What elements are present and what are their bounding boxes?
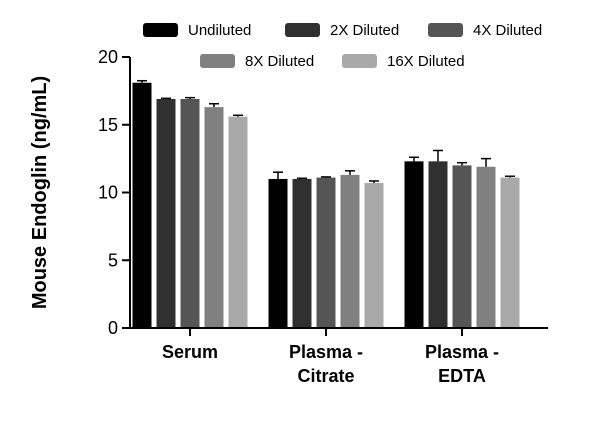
legend-label-1: 2X Diluted	[330, 22, 399, 39]
bar-2-1	[316, 177, 336, 328]
legend-label-0: Undiluted	[188, 22, 251, 39]
bar-0-0	[132, 82, 152, 329]
y-tick-label-0: 0	[108, 318, 118, 338]
y-axis-label: Mouse Endoglin (ng/mL)	[29, 76, 51, 309]
bar-1-2	[428, 161, 448, 328]
bar-1-0	[156, 99, 176, 328]
category-label-1-1: Citrate	[297, 366, 354, 386]
legend-label-4: 16X Diluted	[387, 53, 465, 70]
bar-2-2	[452, 165, 472, 328]
bar-3-2	[476, 166, 496, 328]
y-tick-label-3: 15	[98, 115, 118, 135]
y-tick-label-2: 10	[98, 183, 118, 203]
bar-3-1	[340, 174, 360, 328]
category-label-1-0: Plasma -	[289, 342, 363, 362]
legend-label-2: 4X Diluted	[473, 22, 542, 39]
bar-3-0	[204, 107, 224, 328]
bar-0-2	[404, 161, 424, 328]
bar-4-2	[500, 177, 520, 328]
bar-0-1	[268, 178, 288, 328]
legend-swatch-0	[143, 23, 178, 37]
legend-swatch-3	[200, 54, 235, 68]
bar-4-1	[364, 183, 384, 328]
bar-4-0	[228, 116, 248, 329]
legend-label-3: 8X Diluted	[245, 53, 314, 70]
category-label-2-1: EDTA	[438, 366, 486, 386]
y-tick-label-1: 5	[108, 250, 118, 270]
bar-2-0	[180, 99, 200, 328]
legend-swatch-2	[428, 23, 463, 37]
category-label-0-0: Serum	[162, 342, 218, 362]
legend-swatch-1	[285, 23, 320, 37]
y-tick-label-4: 20	[98, 47, 118, 67]
legend-swatch-4	[342, 54, 377, 68]
bar-1-1	[292, 178, 312, 328]
category-label-2-0: Plasma -	[425, 342, 499, 362]
